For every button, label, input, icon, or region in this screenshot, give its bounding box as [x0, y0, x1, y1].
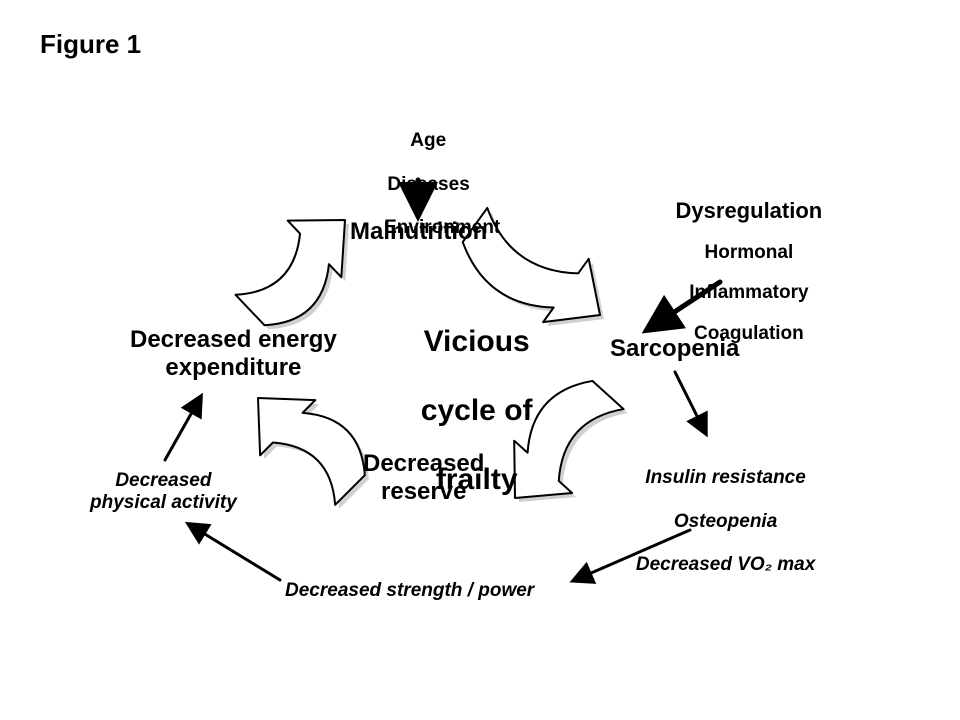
input-dysregulation: Dysregulation Hormonal Inflammatory Coag… [655, 180, 825, 363]
arrow-sarcopenia-to-insulin [675, 372, 705, 432]
arrow-activity-to-energy [165, 398, 200, 460]
chain-insulin-line1: Insulin resistance [645, 467, 806, 488]
center-title-line2: cycle of [421, 394, 533, 427]
figure-label: Figure 1 [40, 30, 141, 60]
block-arrow-tl [236, 220, 345, 325]
block-arrow-bl [258, 398, 365, 505]
dysregulation-title: Dysregulation [676, 198, 823, 223]
node-energy: Decreased energy expenditure [130, 326, 337, 381]
chain-insulin-line2: Osteopenia [674, 511, 777, 532]
input-age-line1: Age [410, 130, 446, 151]
input-age-line3: Environment [384, 217, 500, 238]
center-title-line1: Vicious [424, 325, 530, 358]
chain-insulin: Insulin resistance Osteopenia Decreased … [610, 445, 820, 598]
dysregulation-line1: Hormonal [705, 242, 794, 263]
diagram-stage: Figure 1 Vicious cycle of frailty Malnut… [0, 0, 960, 720]
chain-insulin-line3: Decreased VO₂ max [636, 554, 815, 575]
chain-activity: Decreased physical activity [90, 470, 237, 514]
arrow-strength-to-activity [190, 525, 280, 580]
input-age-line2: Diseases [387, 174, 469, 195]
dysregulation-line3: Coagulation [694, 323, 804, 344]
chain-strength: Decreased strength / power [285, 580, 534, 602]
node-reserve: Decreased reserve [363, 450, 484, 505]
dysregulation-line2: Inflammatory [689, 282, 808, 303]
input-age-group: Age Diseases Environment [363, 108, 473, 261]
